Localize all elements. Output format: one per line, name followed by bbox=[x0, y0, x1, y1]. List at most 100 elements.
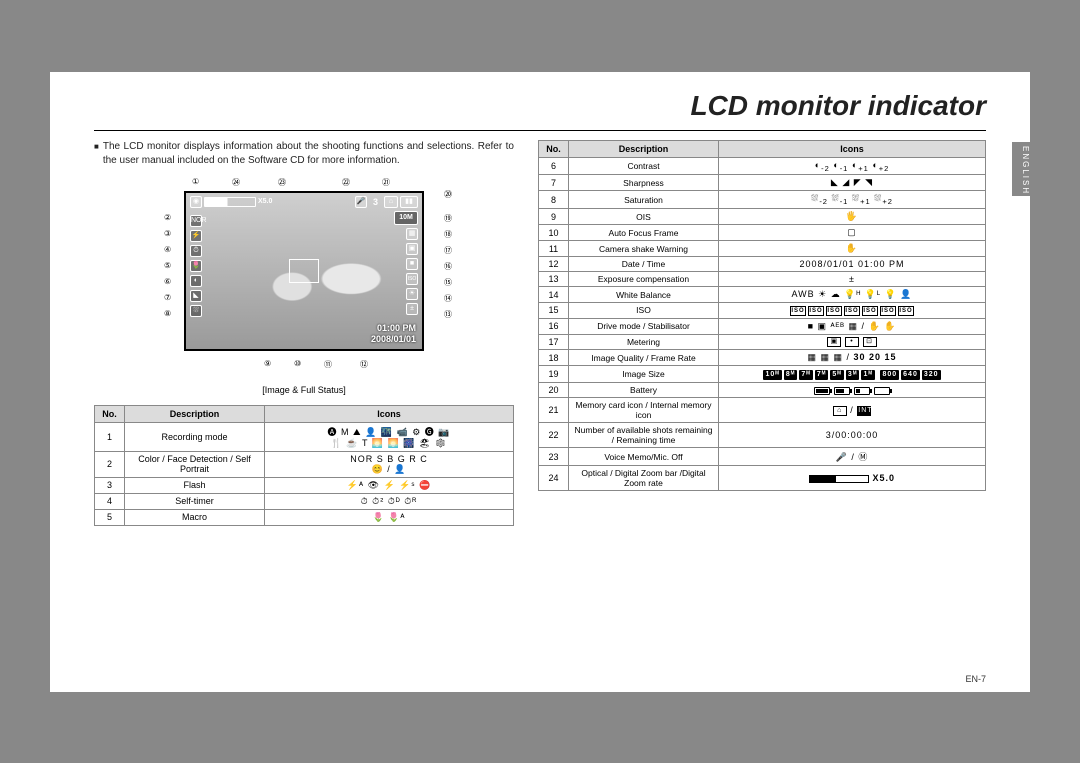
cell-icons: 🎤 / Ⓜ bbox=[719, 448, 986, 466]
cell-no: 18 bbox=[539, 350, 569, 366]
callout-24: ㉔ bbox=[232, 177, 240, 188]
table-row: 14White BalanceAWB ☀ ☁ 💡ᴴ 💡ᴸ 💡 👤 bbox=[539, 287, 986, 303]
cell-icons: 🖐 bbox=[719, 209, 986, 225]
bullet-icon: ■ bbox=[94, 140, 99, 169]
table-row: 5Macro🌷 🌷ᴬ bbox=[95, 509, 514, 525]
cell-desc: Color / Face Detection / Self Portrait bbox=[125, 451, 265, 477]
cell-icons: ◐-2 ◐-1 ◐+1 ◐+2 bbox=[719, 157, 986, 175]
cell-icons bbox=[719, 383, 986, 398]
timer-icon: ⏱ bbox=[190, 245, 202, 257]
cell-desc: Recording mode bbox=[125, 422, 265, 451]
callout-4: ④ bbox=[164, 245, 171, 254]
callout-22: ㉒ bbox=[342, 177, 350, 188]
cell-icons: 🅐 M ⛰ 👤 🌃 📹 ⚙ 🅖 📷🍴 ☕ T 🌅 🌅 🎆 🏖 ❄ bbox=[265, 422, 514, 451]
cell-no: 4 bbox=[95, 493, 125, 509]
cell-desc: Drive mode / Stabilisator bbox=[569, 318, 719, 334]
megapixel-badge: 10M bbox=[394, 211, 418, 225]
th-icons: Icons bbox=[265, 405, 514, 422]
cell-desc: Macro bbox=[125, 509, 265, 525]
table-row: 10Auto Focus Frame▢ bbox=[539, 225, 986, 241]
intro-text: The LCD monitor displays information abo… bbox=[103, 140, 514, 169]
horizontal-rule bbox=[94, 130, 986, 131]
cell-icons: 3/00:00:00 bbox=[719, 423, 986, 448]
table-row: 9OIS🖐 bbox=[539, 209, 986, 225]
left-column: ■ The LCD monitor displays information a… bbox=[94, 140, 514, 670]
cell-no: 3 bbox=[95, 477, 125, 493]
cell-icons: 2008/01/01 01:00 PM bbox=[719, 257, 986, 272]
callout-13: ⑬ bbox=[444, 309, 452, 320]
cell-icons: AWB ☀ ☁ 💡ᴴ 💡ᴸ 💡 👤 bbox=[719, 287, 986, 303]
th-desc-r: Description bbox=[569, 140, 719, 157]
table-row: 22Number of available shots remaining / … bbox=[539, 423, 986, 448]
mode-icon: ◉ bbox=[190, 196, 202, 208]
cell-icons: X5.0 bbox=[719, 466, 986, 491]
drive-icon: ■ bbox=[406, 258, 418, 270]
callout-11: ⑪ bbox=[324, 359, 332, 370]
cell-icons: ■ ▣ ᴬᴱᴮ ▦ / ✋ ✋ bbox=[719, 318, 986, 334]
cell-icons: ⛆-2 ⛆-1 ⛆+1 ⛆+2 bbox=[719, 191, 986, 209]
lcd-diagram: ① ㉔ ㉓ ㉒ ㉑ ⑳ ② ③ ④ ⑤ ⑥ ⑦ ⑧ ⑲ ⑱ ⑰ ⑯ ⑮ ⑭ bbox=[144, 177, 464, 377]
exposure-icon: ± bbox=[406, 303, 418, 315]
callout-18: ⑱ bbox=[444, 229, 452, 240]
right-column: No. Description Icons 6Contrast◐-2 ◐-1 ◐… bbox=[538, 140, 986, 670]
legend-table-left: No. Description Icons 1Recording mode🅐 M… bbox=[94, 405, 514, 526]
cell-no: 17 bbox=[539, 334, 569, 350]
cell-no: 16 bbox=[539, 318, 569, 334]
cell-desc: Date / Time bbox=[569, 257, 719, 272]
table-row: 12Date / Time2008/01/01 01:00 PM bbox=[539, 257, 986, 272]
saturation-icon: ⛆ bbox=[190, 305, 202, 317]
callout-2: ② bbox=[164, 213, 171, 222]
callout-14: ⑭ bbox=[444, 293, 452, 304]
cell-icons: 10ᴹ8ᴹ7ᴹ7ᴹ5ᴹ3ᴹ1ᴹ 800640320 bbox=[719, 366, 986, 383]
callout-3: ③ bbox=[164, 229, 171, 238]
macro-icon: 🌷 bbox=[190, 260, 202, 272]
iso-icon: ISO bbox=[406, 273, 418, 285]
cell-no: 14 bbox=[539, 287, 569, 303]
table-row: 13Exposure compensation± bbox=[539, 272, 986, 287]
callout-23: ㉓ bbox=[278, 177, 286, 188]
callout-8: ⑧ bbox=[164, 309, 171, 318]
cell-no: 10 bbox=[539, 225, 569, 241]
cell-no: 6 bbox=[539, 157, 569, 175]
cell-desc: Image Size bbox=[569, 366, 719, 383]
cell-desc: Image Quality / Frame Rate bbox=[569, 350, 719, 366]
callout-12: ⑫ bbox=[360, 359, 368, 370]
callout-20: ⑳ bbox=[444, 189, 452, 200]
table-row: 21Memory card icon / Internal memory ico… bbox=[539, 398, 986, 423]
page-title: LCD monitor indicator bbox=[690, 90, 986, 122]
callout-5: ⑤ bbox=[164, 261, 171, 270]
callout-6: ⑥ bbox=[164, 277, 171, 286]
table-row: 8Saturation⛆-2 ⛆-1 ⛆+1 ⛆+2 bbox=[539, 191, 986, 209]
table-row: 18Image Quality / Frame Rate▦ ▦ ▦ / 30 2… bbox=[539, 350, 986, 366]
lcd-right-icons: 10M ▦ ▣ ■ ISO ☀ ± bbox=[394, 211, 418, 315]
callout-15: ⑮ bbox=[444, 277, 452, 288]
cell-icons: ▣ • ⊡ bbox=[719, 334, 986, 350]
cell-no: 9 bbox=[539, 209, 569, 225]
cell-desc: Metering bbox=[569, 334, 719, 350]
lcd-left-icons: NOR ⚡ ⏱ 🌷 ◐ ◣ ⛆ bbox=[190, 215, 202, 317]
shots-remaining: 3 bbox=[369, 197, 382, 207]
table-row: 20Battery bbox=[539, 383, 986, 398]
cell-desc: Number of available shots remaining / Re… bbox=[569, 423, 719, 448]
callout-1: ① bbox=[192, 177, 199, 186]
cell-no: 2 bbox=[95, 451, 125, 477]
card-icon: ⌂ bbox=[384, 196, 398, 208]
cell-no: 12 bbox=[539, 257, 569, 272]
cell-no: 15 bbox=[539, 303, 569, 319]
table-row: 6Contrast◐-2 ◐-1 ◐+1 ◐+2 bbox=[539, 157, 986, 175]
table-row: 7Sharpness◣ ◢ ◤ ◥ bbox=[539, 175, 986, 191]
callout-10: ⑩ bbox=[294, 359, 301, 368]
cell-icons: ⌂ / INT bbox=[719, 398, 986, 423]
cell-icons: ± bbox=[719, 272, 986, 287]
cell-no: 23 bbox=[539, 448, 569, 466]
cell-desc: Memory card icon / Internal memory icon bbox=[569, 398, 719, 423]
cell-desc: ISO bbox=[569, 303, 719, 319]
cell-desc: Sharpness bbox=[569, 175, 719, 191]
callout-17: ⑰ bbox=[444, 245, 452, 256]
cell-icons: 🌷 🌷ᴬ bbox=[265, 509, 514, 525]
cell-no: 20 bbox=[539, 383, 569, 398]
cell-desc: Optical / Digital Zoom bar /Digital Zoom… bbox=[569, 466, 719, 491]
table-row: 23Voice Memo/Mic. Off🎤 / Ⓜ bbox=[539, 448, 986, 466]
language-tab: ENGLISH bbox=[1012, 142, 1030, 196]
cell-desc: OIS bbox=[569, 209, 719, 225]
